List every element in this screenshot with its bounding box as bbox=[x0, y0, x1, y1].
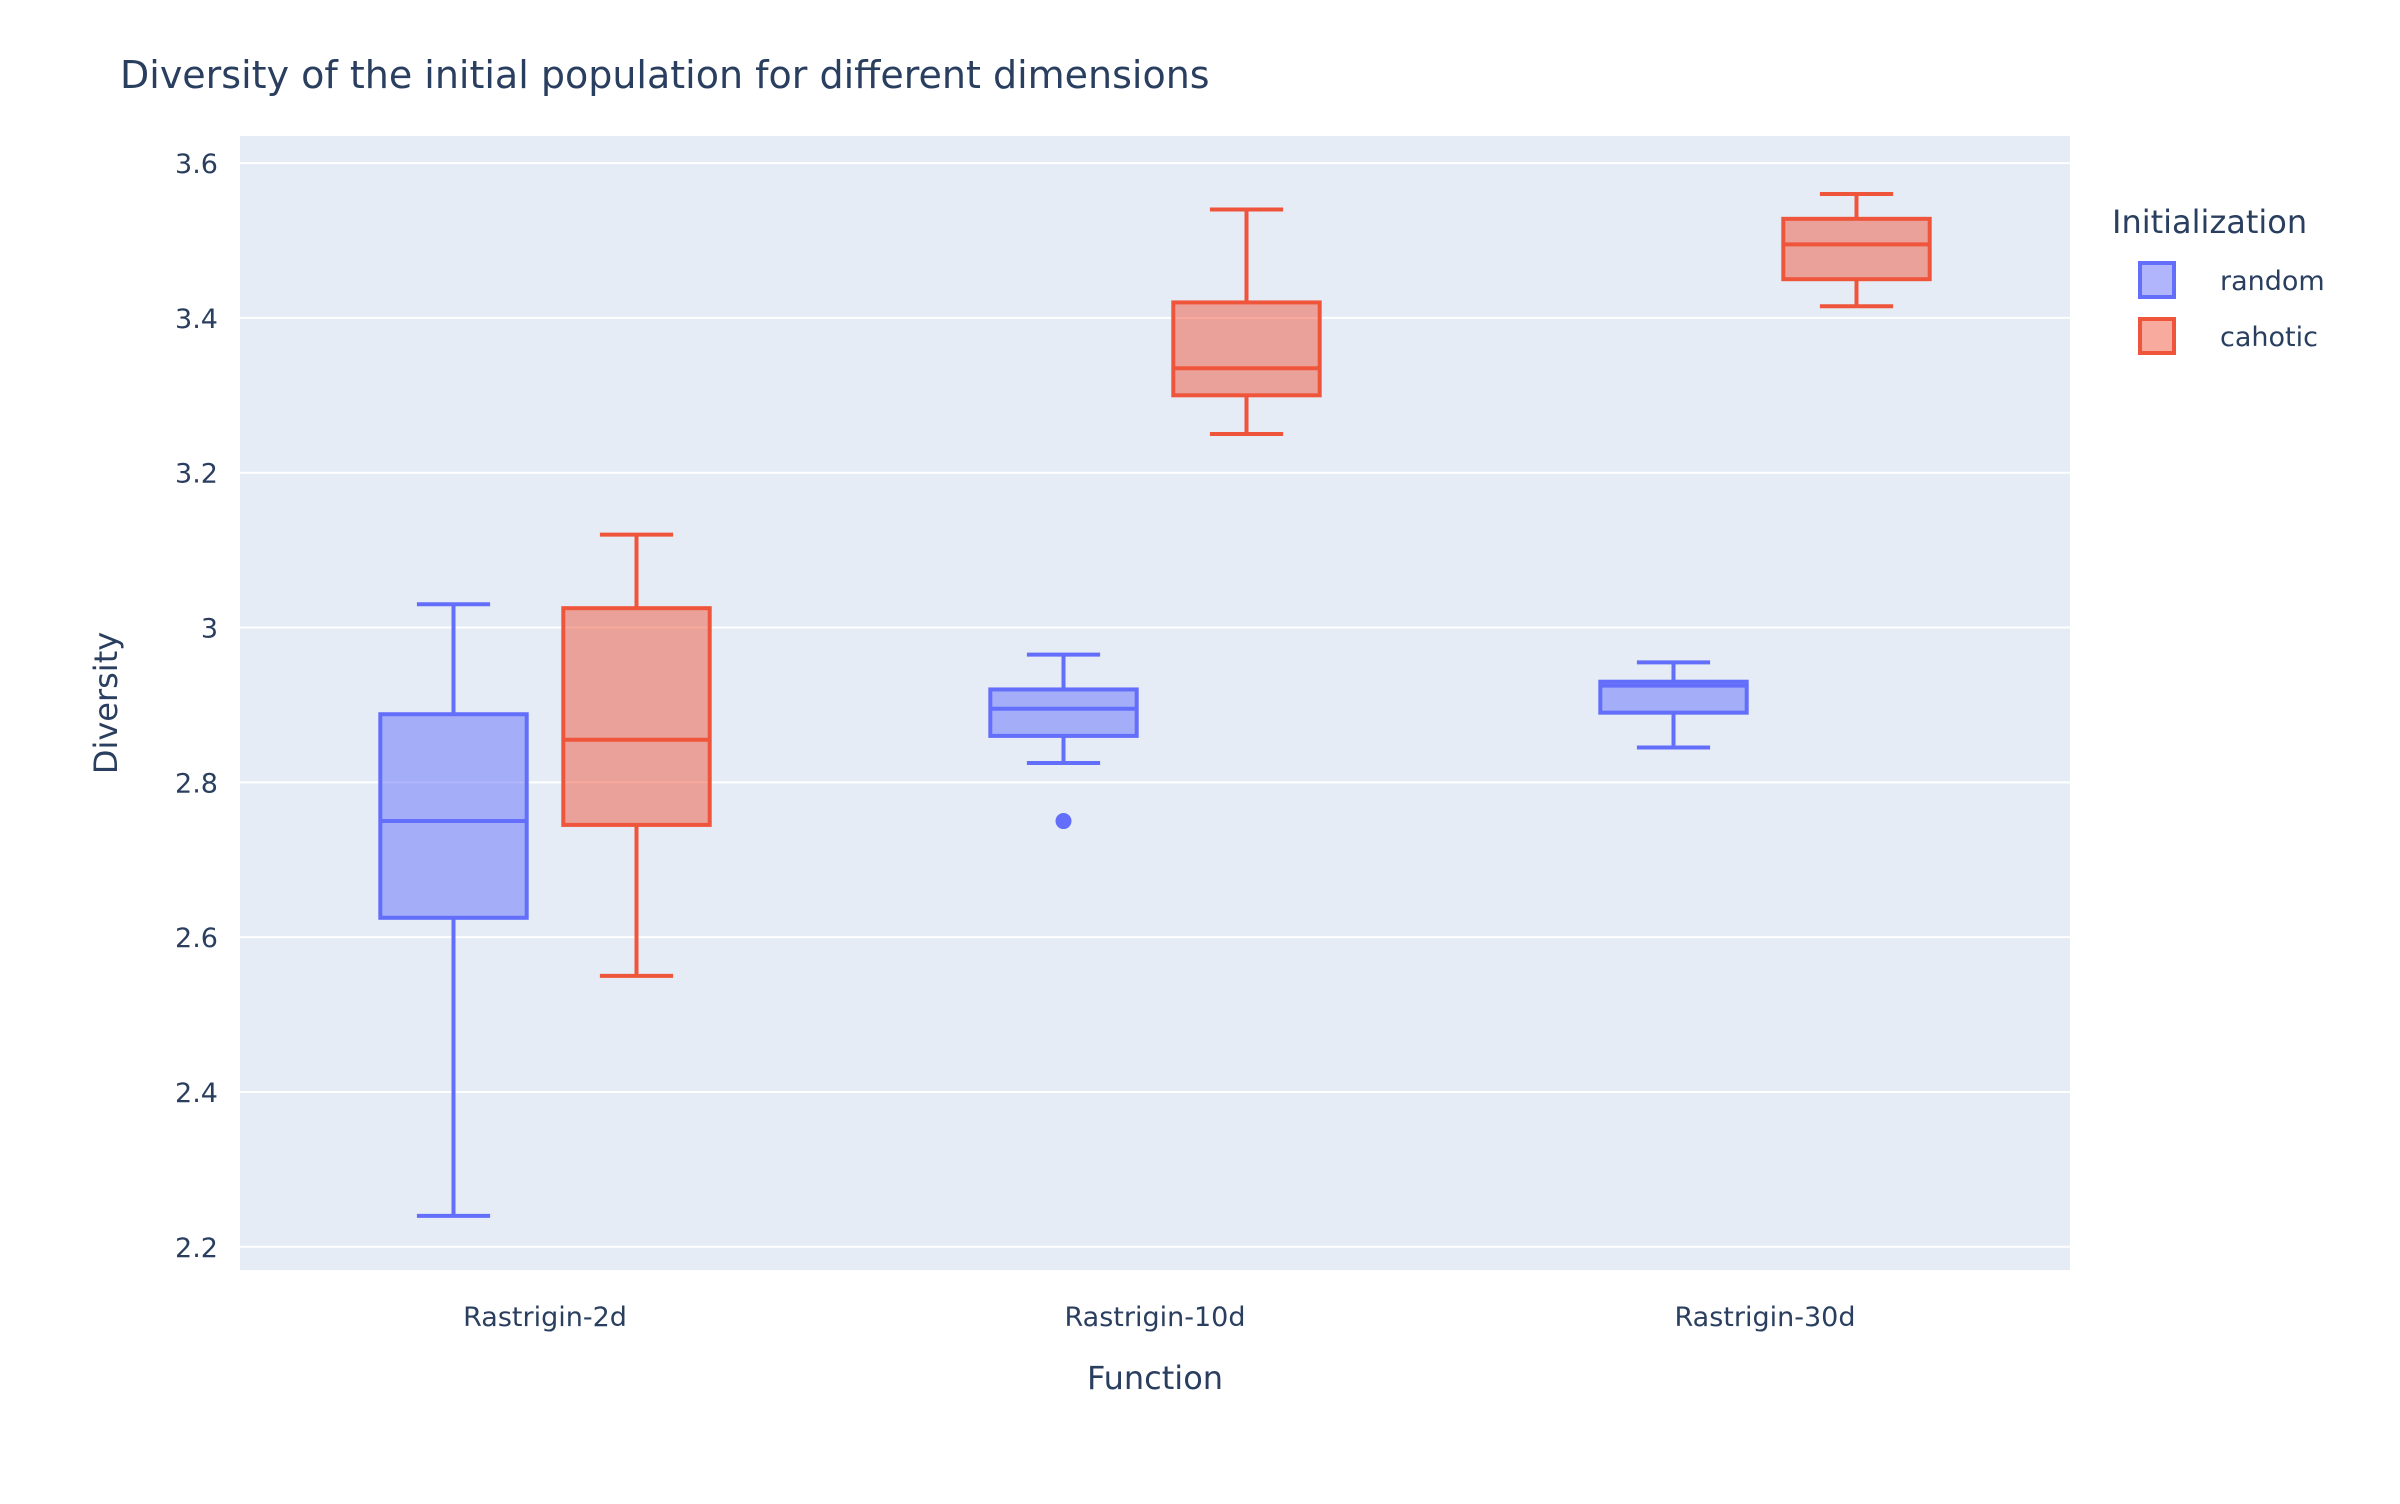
plot-background bbox=[240, 136, 2070, 1270]
y-axis-ticks: 2.2 2.4 2.6 2.8 3 3.2 3.4 3.6 bbox=[175, 149, 218, 1264]
iqr-box bbox=[988, 687, 1139, 738]
y-tick-label: 3.6 bbox=[175, 149, 218, 180]
iqr-box bbox=[378, 712, 529, 920]
legend-swatch bbox=[2138, 261, 2176, 299]
y-tick-label: 2.2 bbox=[175, 1233, 218, 1264]
x-tick-label: Rastrigin-30d bbox=[1675, 1302, 1856, 1333]
legend-label: random bbox=[2220, 266, 2325, 297]
iqr-box bbox=[1171, 300, 1322, 398]
box-cahotic-Rastrigin-10d bbox=[1171, 207, 1322, 437]
gridlines bbox=[240, 162, 2070, 1248]
y-tick-label: 3 bbox=[201, 614, 218, 645]
box-random-Rastrigin-2d bbox=[378, 602, 529, 1218]
box-random-Rastrigin-30d bbox=[1598, 660, 1749, 750]
chart-title: Diversity of the initial population for … bbox=[120, 53, 1210, 97]
x-tick-label: Rastrigin-2d bbox=[463, 1302, 627, 1333]
iqr-box bbox=[1781, 216, 1932, 282]
legend-item-random[interactable]: random bbox=[2138, 261, 2325, 299]
x-tick-label: Rastrigin-10d bbox=[1065, 1302, 1246, 1333]
y-tick-label: 3.2 bbox=[175, 459, 218, 490]
legend: Initialization random cahotic bbox=[2112, 203, 2325, 355]
x-axis-title: Function bbox=[1087, 1359, 1223, 1397]
legend-item-cahotic[interactable]: cahotic bbox=[2138, 317, 2318, 355]
y-tick-label: 2.6 bbox=[175, 923, 218, 954]
legend-title: Initialization bbox=[2112, 203, 2307, 241]
legend-swatch bbox=[2138, 317, 2176, 355]
y-tick-label: 2.4 bbox=[175, 1078, 218, 1109]
legend-label: cahotic bbox=[2220, 322, 2318, 353]
y-tick-label: 3.4 bbox=[175, 304, 218, 335]
y-axis-title: Diversity bbox=[87, 632, 125, 774]
box-cahotic-Rastrigin-30d bbox=[1781, 192, 1932, 309]
outlier-point bbox=[1055, 813, 1072, 830]
boxes bbox=[378, 192, 1932, 1218]
box-random-Rastrigin-10d bbox=[988, 652, 1139, 830]
x-axis-ticks: Rastrigin-2d Rastrigin-10d Rastrigin-30d bbox=[463, 1302, 1855, 1333]
y-tick-label: 2.8 bbox=[175, 768, 218, 799]
box-cahotic-Rastrigin-2d bbox=[561, 532, 712, 978]
iqr-box bbox=[561, 606, 712, 827]
